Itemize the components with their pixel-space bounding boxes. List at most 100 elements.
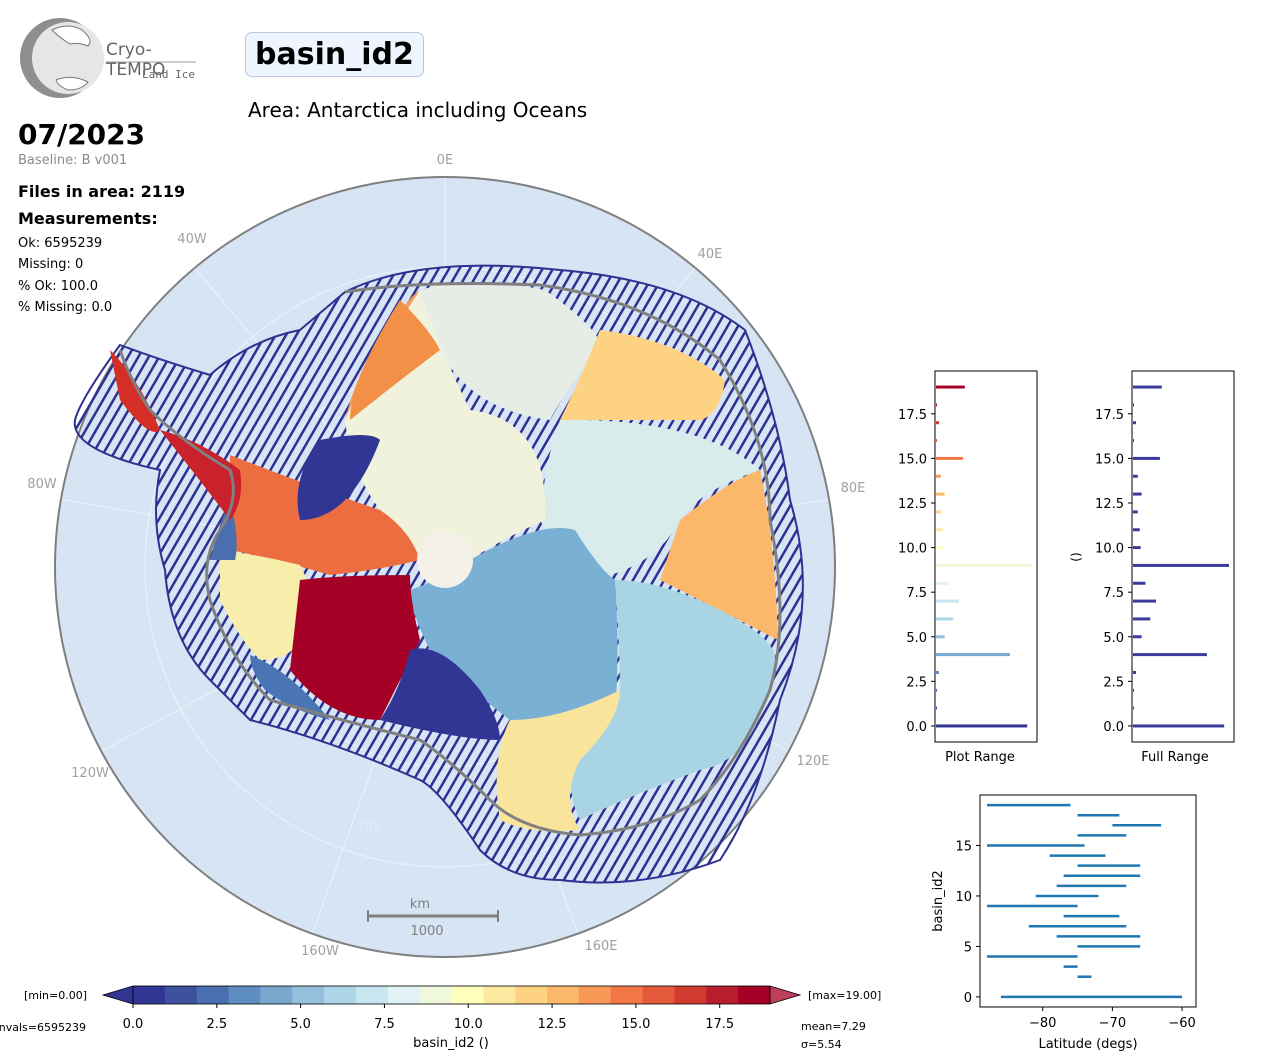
colorbar-segment xyxy=(642,986,675,1004)
basin-2 xyxy=(297,435,380,520)
hist-bar xyxy=(1133,474,1138,478)
hist-bar xyxy=(1133,581,1146,585)
lat-plot-frame xyxy=(979,794,1197,1008)
hist-ytick-label: 7.5 xyxy=(906,586,927,601)
lat-xtick-label: −60 xyxy=(1168,1016,1195,1031)
basin-11 xyxy=(496,690,620,832)
hist-bar xyxy=(936,510,941,514)
basins xyxy=(110,282,778,832)
hist-bar xyxy=(936,688,937,692)
colorbar-ticks: 0.0 2.5 5.0 7.5 10.0 12.5 15.0 17.5 xyxy=(123,1004,734,1032)
hist-bar xyxy=(936,421,939,425)
colorbar-tick-label: 15.0 xyxy=(621,1017,650,1032)
hist-bar xyxy=(1133,617,1151,621)
histogram-plot-range: 0.0 2.5 5.0 7.5 10.0 12.5 15.0 17.5 Plot Range xyxy=(898,370,1038,765)
area-label: Area: Antarctica including Oceans xyxy=(248,98,588,122)
basin-16 xyxy=(230,455,420,575)
stat-missing: Missing: 0 xyxy=(18,257,84,272)
lon-label-120w: 120W xyxy=(71,766,109,781)
colorbar-over-arrow xyxy=(769,985,802,1005)
basin-17 xyxy=(110,350,160,432)
hist-ytick-label: 10.0 xyxy=(1095,542,1124,557)
lon-label-40w: 40W xyxy=(177,232,207,247)
colorbar-segment xyxy=(419,986,452,1004)
histogram-full-range: 0.02.55.07.510.012.515.017.5 Full Range … xyxy=(1069,370,1235,765)
scale-unit: km xyxy=(410,897,430,912)
colorbar-segments xyxy=(132,985,771,1005)
logo: Cryo-TEMPO Land Ice xyxy=(18,16,208,100)
hist-full-frame xyxy=(1131,370,1235,743)
hist-bar xyxy=(936,617,954,621)
files-count: Files in area: 2119 xyxy=(18,182,186,201)
stat-pct-ok: % Ok: 100.0 xyxy=(18,279,98,294)
coastline xyxy=(118,282,782,837)
lon-label-80w: 80W xyxy=(27,477,57,492)
hist-bar xyxy=(936,456,963,460)
basin-18 xyxy=(160,430,242,520)
hist-bar xyxy=(936,546,944,550)
basin-8 xyxy=(540,419,760,575)
colorbar: 0.0 2.5 5.0 7.5 10.0 12.5 15.0 17.5 [min=0.00] … xyxy=(0,985,881,1051)
colorbar-mean: mean=7.29 xyxy=(801,1020,866,1033)
lat-plot-ranges xyxy=(986,803,1183,999)
hist-bar xyxy=(1133,635,1142,639)
hist-bar xyxy=(936,653,1010,657)
hist-plot-frame xyxy=(934,370,1038,743)
colorbar-segment xyxy=(738,986,771,1004)
colorbar-segment xyxy=(196,986,230,1004)
basin-14 xyxy=(350,300,440,420)
hist-bar xyxy=(1133,421,1136,425)
colorbar-segment xyxy=(133,986,166,1004)
colorbar-segment xyxy=(260,986,293,1004)
hist-ytick-label: 12.5 xyxy=(898,497,927,512)
lat-ytick-label: 10 xyxy=(955,890,972,905)
lon-label-160e: 160E xyxy=(584,939,617,954)
stat-pct-missing: % Missing: 0.0 xyxy=(18,300,113,315)
scale-bar: km 1000 xyxy=(367,897,499,939)
lon-label-160w: 160W xyxy=(301,944,339,959)
lat-label-70s: 70S xyxy=(358,820,381,834)
basin-19 xyxy=(290,575,420,720)
hist-ytick-label: 15.0 xyxy=(1095,452,1124,467)
lat-ytick-label: 5 xyxy=(964,940,972,955)
colorbar-sigma: σ=5.54 xyxy=(801,1038,842,1051)
lat-plot-ticks: −80 −70 −60 0 5 10 15 xyxy=(955,839,1195,1031)
lat-plot-xlabel: Latitude (degs) xyxy=(1038,1037,1137,1052)
hist-bar xyxy=(936,670,939,674)
lat-plot-ylabel: basin_id2 xyxy=(931,870,946,931)
hist-bar xyxy=(1133,528,1140,532)
colorbar-segment xyxy=(515,986,548,1004)
hist-ytick-label: 17.5 xyxy=(898,408,927,423)
hist-bar xyxy=(1133,688,1134,692)
hist-bar xyxy=(936,581,949,585)
basin-13 xyxy=(660,470,778,640)
hist-bar xyxy=(936,563,1032,567)
hist-bar xyxy=(1133,385,1162,389)
date-label: 07/2023 xyxy=(18,118,146,151)
colorbar-tick-label: 2.5 xyxy=(206,1017,227,1032)
colorbar-segment xyxy=(483,986,516,1004)
lon-label-120e: 120E xyxy=(796,754,829,769)
hist-bar xyxy=(936,724,1028,728)
hist-ytick-label: 17.5 xyxy=(1095,408,1124,423)
hist-bar xyxy=(936,528,943,532)
hist-ytick-label: 5.0 xyxy=(1103,631,1124,646)
colorbar-segment xyxy=(547,986,580,1004)
scale-value: 1000 xyxy=(410,924,443,939)
colorbar-tick-label: 10.0 xyxy=(454,1017,483,1032)
colorbar-tick-label: 0.0 xyxy=(123,1017,144,1032)
colorbar-segment xyxy=(228,986,261,1004)
page-title: basin_id2 xyxy=(245,32,424,77)
lat-xtick-label: −70 xyxy=(1099,1016,1126,1031)
hist-bar xyxy=(1133,510,1138,514)
hist-ytick-label: 15.0 xyxy=(898,452,927,467)
colorbar-segment xyxy=(578,986,612,1004)
stat-ok: Ok: 6595239 xyxy=(18,236,103,251)
lon-label-40e: 40E xyxy=(698,247,723,262)
basin-1 xyxy=(420,282,600,420)
polar-map[interactable]: 0E 40E 80E 120E 160E 160W 120W 80W 40W 7… xyxy=(0,0,900,980)
hist-bar xyxy=(936,439,937,443)
hist-bar xyxy=(1133,563,1229,567)
hist-plot-bars xyxy=(936,385,1032,728)
hist-bar xyxy=(936,474,941,478)
